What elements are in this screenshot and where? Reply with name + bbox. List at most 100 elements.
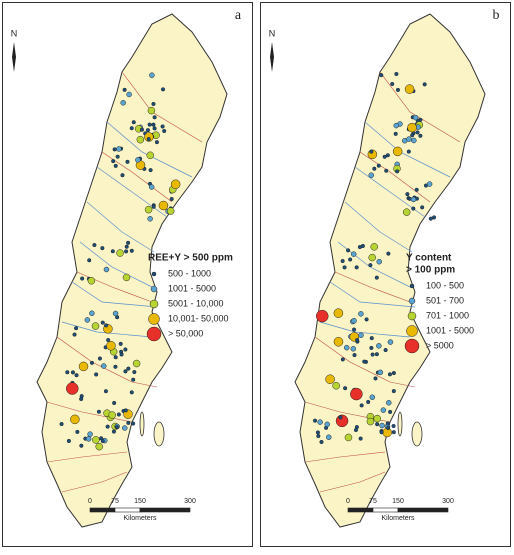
deposit-point bbox=[92, 242, 97, 248]
legend-label: 5001 - 10,000 bbox=[168, 298, 224, 308]
deposit-point bbox=[404, 84, 415, 94]
deposit-point bbox=[340, 258, 345, 264]
legend-label: > 5000 bbox=[426, 340, 454, 350]
legend-swatch bbox=[150, 285, 158, 293]
deposit-point bbox=[420, 205, 425, 210]
deposit-point bbox=[315, 309, 329, 323]
deposit-point bbox=[369, 149, 374, 154]
scale-segment bbox=[397, 507, 449, 513]
deposit-point bbox=[75, 429, 80, 434]
deposit-point bbox=[382, 154, 387, 159]
deposit-point bbox=[343, 344, 350, 351]
deposit-point bbox=[316, 434, 321, 439]
deposit-point bbox=[326, 434, 332, 441]
deposit-point bbox=[100, 438, 105, 444]
deposit-point bbox=[412, 114, 419, 121]
deposit-point bbox=[154, 140, 159, 145]
deposit-point bbox=[387, 372, 392, 377]
deposit-point bbox=[340, 357, 345, 362]
deposit-point bbox=[125, 159, 130, 164]
deposit-point bbox=[151, 101, 156, 107]
deposit-point bbox=[319, 439, 324, 445]
scale-tick-label: 150 bbox=[392, 498, 404, 505]
legend-title: Y content bbox=[406, 253, 452, 264]
deposit-point bbox=[146, 137, 151, 142]
deposit-point bbox=[131, 377, 136, 382]
deposit-point bbox=[391, 430, 396, 435]
region-border bbox=[319, 471, 386, 493]
region-border bbox=[334, 271, 411, 303]
deposit-point bbox=[358, 311, 364, 317]
region-border bbox=[46, 451, 128, 463]
deposit-point bbox=[111, 429, 116, 434]
deposit-point bbox=[426, 181, 433, 187]
scale-unit: Kilometers bbox=[123, 515, 157, 522]
deposit-point bbox=[414, 187, 419, 192]
deposit-point bbox=[368, 253, 376, 262]
deposit-point bbox=[126, 366, 131, 371]
legend-title: > 100 ppm bbox=[406, 265, 455, 276]
north-label: N bbox=[11, 28, 18, 38]
deposit-point bbox=[368, 172, 375, 178]
deposit-point bbox=[147, 106, 156, 115]
scale-tick-label: 75 bbox=[369, 498, 377, 505]
scale-tick-label: 150 bbox=[134, 498, 146, 505]
legend-swatch bbox=[149, 299, 159, 309]
deposit-point bbox=[132, 359, 141, 368]
deposit-point bbox=[385, 153, 390, 158]
deposit-point bbox=[387, 339, 394, 345]
deposit-point bbox=[392, 146, 403, 157]
deposit-point bbox=[118, 341, 123, 346]
deposit-point bbox=[358, 436, 363, 441]
panel-label: a bbox=[235, 8, 242, 23]
legend-swatch bbox=[146, 326, 162, 342]
deposit-point bbox=[106, 340, 116, 351]
deposit-point bbox=[350, 387, 363, 401]
region-border bbox=[359, 151, 431, 203]
deposit-point bbox=[352, 353, 357, 358]
deposit-point bbox=[411, 137, 417, 144]
deposit-point bbox=[70, 370, 75, 375]
deposit-point bbox=[151, 204, 156, 209]
deposit-point bbox=[151, 122, 156, 127]
legend-swatch bbox=[148, 313, 160, 325]
deposit-point bbox=[411, 206, 416, 211]
deposit-point bbox=[146, 151, 155, 160]
deposit-point bbox=[379, 73, 384, 78]
deposit-point bbox=[96, 409, 101, 414]
deposit-point bbox=[124, 244, 129, 249]
deposit-point bbox=[317, 419, 323, 425]
deposit-point bbox=[106, 337, 111, 343]
map-panel: b N Y content> 100 ppm 100 - 500 501 - 700 70… bbox=[260, 2, 511, 547]
deposit-point bbox=[360, 243, 365, 249]
deposit-point bbox=[160, 124, 165, 129]
region-border bbox=[304, 451, 386, 463]
river bbox=[319, 321, 411, 338]
country-outline bbox=[294, 13, 486, 528]
legend-swatch bbox=[404, 338, 420, 354]
scale-segment bbox=[89, 507, 116, 513]
legend-swatch bbox=[409, 283, 415, 289]
deposit-point bbox=[80, 276, 85, 281]
deposit-point bbox=[89, 310, 95, 317]
deposit-point bbox=[144, 132, 154, 142]
deposit-point bbox=[342, 265, 347, 270]
deposit-point bbox=[66, 438, 71, 444]
deposit-point bbox=[369, 345, 374, 350]
river bbox=[61, 321, 153, 338]
deposit-point bbox=[148, 168, 153, 173]
north-label: N bbox=[269, 28, 276, 38]
scale-tick-label: 300 bbox=[442, 498, 454, 505]
deposit-point bbox=[405, 192, 410, 197]
deposit-point bbox=[114, 425, 119, 430]
deposit-point bbox=[74, 326, 79, 331]
deposit-point bbox=[391, 389, 396, 394]
deposit-point bbox=[74, 373, 79, 378]
deposit-point bbox=[394, 71, 399, 77]
region-border bbox=[61, 471, 128, 493]
deposit-point bbox=[97, 356, 102, 361]
scale-segment bbox=[139, 507, 191, 513]
panel-label: b bbox=[493, 8, 500, 23]
island bbox=[411, 421, 423, 447]
deposit-point bbox=[66, 382, 79, 395]
